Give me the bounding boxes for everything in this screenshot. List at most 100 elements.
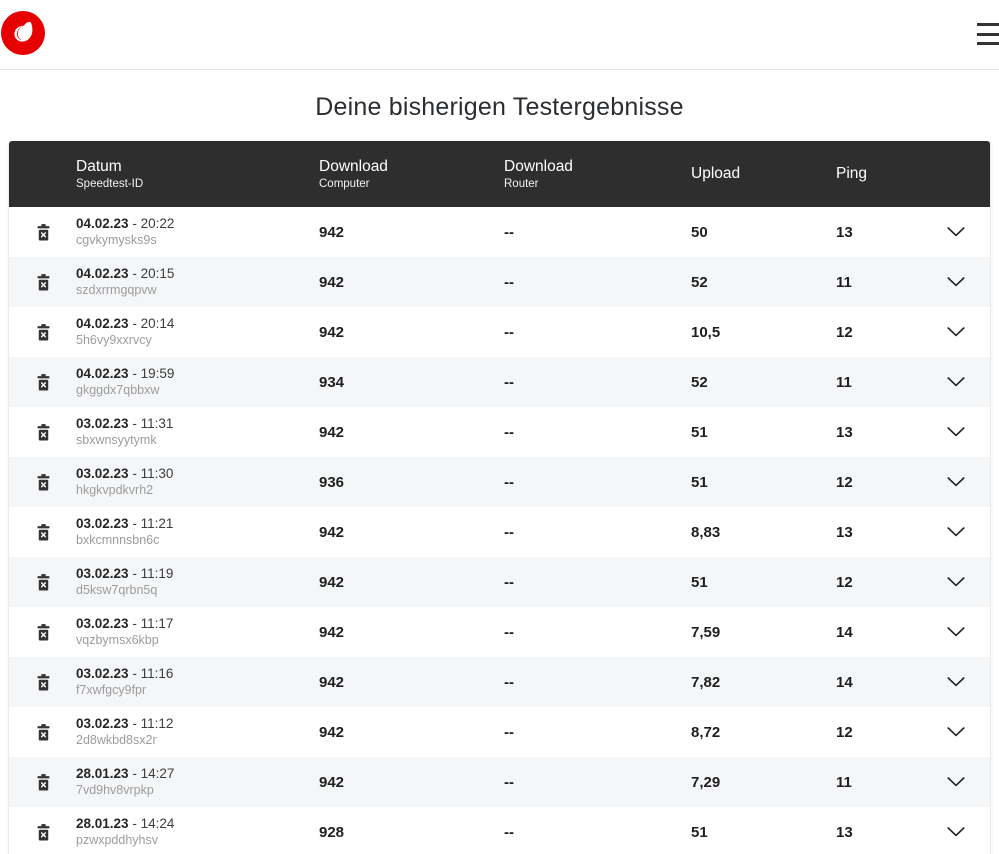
trash-icon: [37, 623, 50, 640]
test-time: 20:15: [140, 266, 175, 281]
expand-row-button[interactable]: [943, 423, 969, 441]
chevron-down-icon: [946, 527, 965, 537]
datetime-separator: -: [128, 466, 141, 481]
ping-value: 12: [836, 323, 853, 341]
delete-button[interactable]: [35, 422, 52, 443]
expand-row-button[interactable]: [943, 823, 969, 841]
chevron-down-icon: [946, 427, 965, 437]
ping-value: 11: [836, 773, 852, 791]
chevron-down-icon: [946, 277, 965, 287]
delete-button[interactable]: [35, 572, 52, 593]
expand-row-button[interactable]: [943, 473, 969, 491]
delete-cell: [9, 822, 68, 843]
speedtest-id: bxkcmnnsbn6c: [76, 533, 160, 547]
speedtest-id: hkgkvpdkvrh2: [76, 483, 154, 497]
delete-button[interactable]: [35, 322, 52, 343]
delete-button[interactable]: [35, 372, 52, 393]
delete-button[interactable]: [35, 522, 52, 543]
datum-cell: 03.02.23 - 11:31 sbxwnsyytymk: [68, 416, 319, 448]
upload-value: 52: [691, 373, 708, 391]
delete-button[interactable]: [35, 622, 52, 643]
datum-cell: 28.01.23 - 14:24 pzwxpddhyhsv: [68, 816, 319, 848]
datetime-separator: -: [128, 516, 141, 531]
test-date: 04.02.23: [76, 266, 129, 281]
delete-cell: [9, 572, 68, 593]
table-header: Datum Speedtest-ID Download Computer Dow…: [9, 141, 990, 207]
datum-cell: 04.02.23 - 19:59 gkggdx7qbbxw: [68, 366, 319, 398]
upload-value: 8,83: [691, 523, 721, 541]
expand-row-button[interactable]: [943, 673, 969, 691]
upload-value: 10,5: [691, 323, 721, 341]
delete-button[interactable]: [35, 822, 52, 843]
upload-value: 7,29: [691, 773, 721, 791]
download-router-value: --: [504, 673, 514, 691]
delete-cell: [9, 772, 68, 793]
trash-icon: [37, 223, 50, 240]
datetime-separator: -: [128, 566, 141, 581]
download-computer-value: 934: [319, 373, 345, 391]
expand-row-button[interactable]: [943, 573, 969, 591]
delete-button[interactable]: [35, 472, 52, 493]
delete-button[interactable]: [35, 222, 52, 243]
delete-button[interactable]: [35, 672, 52, 693]
ping-value: 13: [836, 423, 853, 441]
datetime-separator: -: [128, 766, 141, 781]
delete-button[interactable]: [35, 772, 52, 793]
download-router-value: --: [504, 573, 514, 591]
hamburger-menu-icon[interactable]: [977, 23, 999, 45]
upload-value: 52: [691, 273, 708, 291]
datum-cell: 03.02.23 - 11:16 f7xwfgcy9fpr: [68, 666, 319, 698]
delete-button[interactable]: [35, 722, 52, 743]
expand-row-button[interactable]: [943, 273, 969, 291]
trash-icon: [37, 373, 50, 390]
chevron-down-icon: [946, 327, 965, 337]
table-row: 03.02.23 - 11:21 bxkcmnnsbn6c 942 -- 8,8…: [9, 507, 990, 557]
datetime-separator: -: [128, 366, 141, 381]
trash-icon: [37, 773, 50, 790]
upload-value: 7,82: [691, 673, 721, 691]
expand-row-button[interactable]: [943, 623, 969, 641]
speedtest-id: cgvkymysks9s: [76, 233, 157, 247]
download-computer-value: 942: [319, 573, 345, 591]
test-date: 03.02.23: [76, 466, 129, 481]
ping-value: 13: [836, 523, 853, 541]
datetime-separator: -: [128, 616, 141, 631]
trash-icon: [37, 823, 50, 840]
chevron-down-icon: [946, 227, 965, 237]
expand-row-button[interactable]: [943, 773, 969, 791]
chevron-down-icon: [946, 777, 965, 787]
download-computer-value: 936: [319, 473, 345, 491]
expand-row-button[interactable]: [943, 523, 969, 541]
expand-cell: [921, 273, 990, 291]
test-date: 03.02.23: [76, 716, 129, 731]
test-date: 28.01.23: [76, 766, 129, 781]
expand-row-button[interactable]: [943, 223, 969, 241]
expand-row-button[interactable]: [943, 323, 969, 341]
test-time: 11:12: [140, 716, 174, 731]
speedtest-id: d5ksw7qrbn5q: [76, 583, 158, 597]
expand-cell: [921, 773, 990, 791]
upload-value: 51: [691, 823, 708, 841]
delete-cell: [9, 372, 68, 393]
download-computer-value: 942: [319, 623, 345, 641]
datum-cell: 04.02.23 - 20:22 cgvkymysks9s: [68, 216, 319, 248]
expand-row-button[interactable]: [943, 373, 969, 391]
ping-value: 11: [836, 373, 852, 391]
delete-cell: [9, 472, 68, 493]
test-time: 20:14: [140, 316, 175, 331]
speedtest-id: szdxrrmgqpvw: [76, 283, 157, 297]
table-body: 04.02.23 - 20:22 cgvkymysks9s 942 -- 50 …: [9, 207, 990, 854]
download-computer-value: 942: [319, 273, 345, 291]
chevron-down-icon: [946, 477, 965, 487]
datum-cell: 04.02.23 - 20:14 5h6vy9xxrvcy: [68, 316, 319, 348]
datetime-separator: -: [128, 716, 141, 731]
column-header-upload: Upload: [691, 165, 741, 182]
test-time: 11:19: [140, 566, 174, 581]
speedtest-id: f7xwfgcy9fpr: [76, 683, 147, 697]
vodafone-logo-icon[interactable]: [0, 10, 46, 56]
upload-value: 50: [691, 223, 708, 241]
expand-row-button[interactable]: [943, 723, 969, 741]
delete-button[interactable]: [35, 272, 52, 293]
download-computer-value: 942: [319, 423, 345, 441]
speedtest-id: gkggdx7qbbxw: [76, 383, 160, 397]
